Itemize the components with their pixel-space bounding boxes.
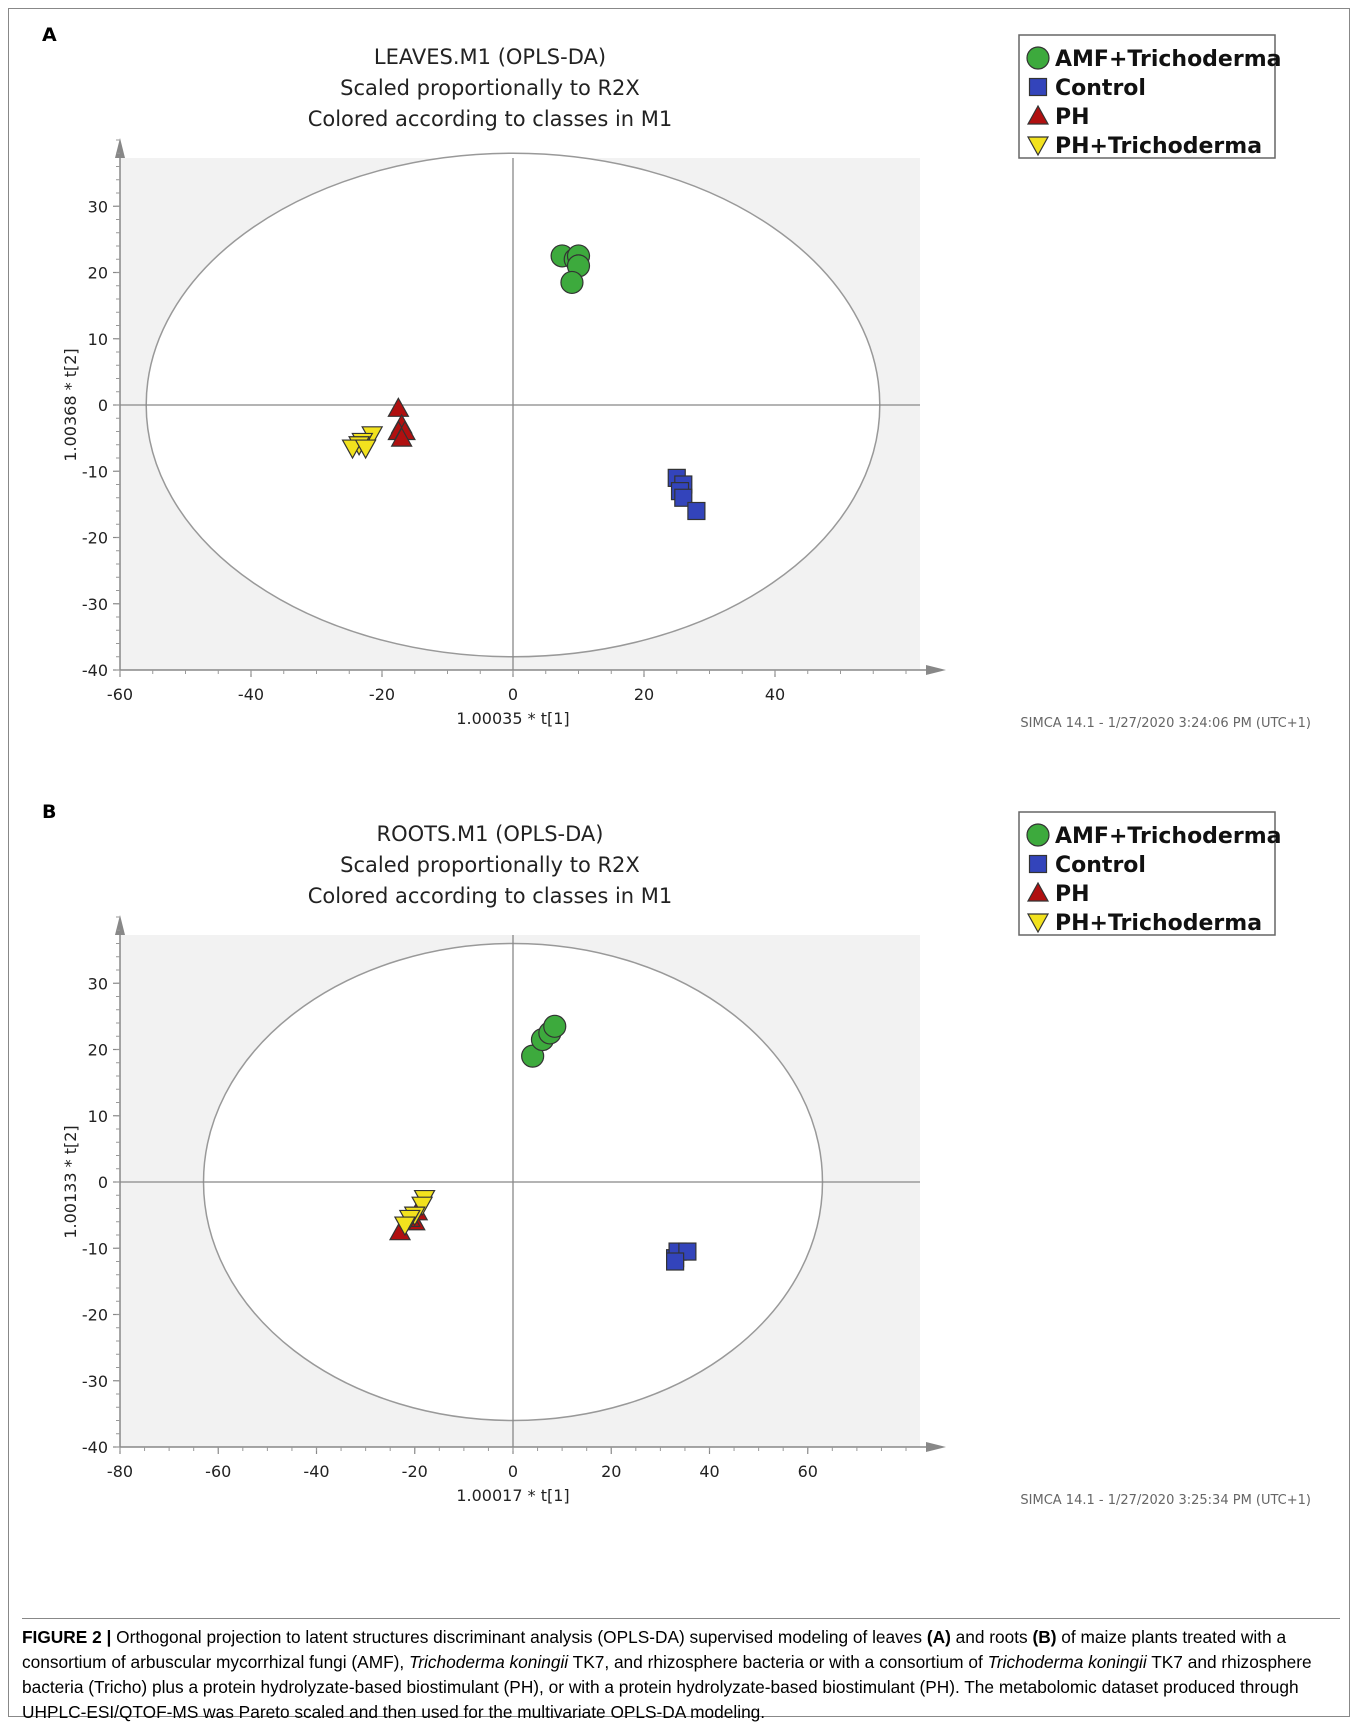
chart-b-y-tick-label: 30 [88, 974, 108, 993]
figure-frame [8, 8, 1350, 1717]
chart-a-legend-marker-ph [1026, 104, 1050, 125]
caption-text-4: TK7, and rhizosphere bacteria or with a … [568, 1652, 988, 1672]
caption-text-2: and roots [950, 1627, 1033, 1647]
chart-a-legend-marker-ph-trichoderma [1026, 136, 1050, 157]
panel-letter-b: B [42, 801, 57, 823]
chart-b-legend-marker-ph [1026, 881, 1050, 902]
chart-b-point-amf-trichoderma [543, 1014, 567, 1038]
chart-a-legend-label-amf-trichoderma: AMF+Trichoderma [1055, 47, 1281, 72]
chart-a-x-tick-label: 0 [508, 685, 518, 704]
chart-b-x-tick-label: -40 [303, 1462, 329, 1481]
chart-b-x-tick-label: -20 [402, 1462, 428, 1481]
chart-a-legend-label-ph-trichoderma: PH+Trichoderma [1055, 134, 1262, 159]
chart-b-y-tick-label: -30 [82, 1372, 108, 1391]
chart-a-x-tick-label: 40 [765, 685, 785, 704]
chart-a-legend-marker-amf-trichoderma [1026, 46, 1050, 70]
chart-b-y-tick-label: 20 [88, 1041, 108, 1060]
chart-a-point-ph [387, 397, 410, 417]
chart-b-y-tick-label: 10 [88, 1107, 108, 1126]
chart-a-legend-label-control: Control [1055, 76, 1146, 101]
chart-a-x-axis-arrow [926, 665, 946, 675]
chart-b-x-tick-label: 20 [601, 1462, 621, 1481]
chart-b-y-axis-label: 1.00133 * t[2] [61, 1125, 80, 1238]
chart-b-legend-label-ph-trichoderma: PH+Trichoderma [1055, 911, 1262, 936]
caption-text-3: of maize plants treated with a consortiu… [22, 1627, 1287, 1672]
chart-b-legend-marker-ph-trichoderma [1026, 913, 1050, 934]
chart-a-y-tick-label: 10 [88, 330, 108, 349]
chart-a-legend-marker-control [1028, 77, 1048, 97]
panel-letter-a: A [42, 24, 57, 46]
chart-b-x-axis-label: 1.00017 * t[1] [456, 1486, 569, 1505]
chart-a-simca-footer: SIMCA 14.1 - 1/27/2020 3:24:06 PM (UTC+1… [1020, 716, 1311, 731]
chart-b-y-tick-label: -10 [82, 1239, 108, 1258]
chart-a-title-line-3: Colored according to classes in M1 [308, 107, 673, 131]
chart-a-svg: LEAVES.M1 (OPLS-DA) Scaled proportionally… [61, 34, 1311, 731]
chart-b-x-tick-label: -80 [107, 1462, 133, 1481]
chart-b-legend-label-amf-trichoderma: AMF+Trichoderma [1055, 824, 1281, 849]
chart-a-x-tick-label: -60 [107, 685, 133, 704]
caption-label: FIGURE 2 | [22, 1627, 112, 1647]
chart-b-legend-label-control: Control [1055, 853, 1146, 878]
chart-a-x-tick-label: -20 [369, 685, 395, 704]
chart-a-y-tick-label: -20 [82, 529, 108, 548]
chart-b-x-tick-label: 40 [699, 1462, 719, 1481]
chart-b-legend-box [1018, 811, 1276, 936]
chart-b-title-line-1: ROOTS.M1 (OPLS-DA) [377, 822, 604, 846]
chart-b-svg: ROOTS.M1 (OPLS-DA) Scaled proportionally … [61, 811, 1311, 1508]
caption-ref-a: (A) [926, 1627, 951, 1647]
chart-a-point-amf-trichoderma [560, 270, 584, 295]
chart-a-y-tick-label: -40 [82, 661, 108, 680]
chart-b-title-line-3: Colored according to classes in M1 [308, 884, 673, 908]
chart-b-x-tick-label: 0 [508, 1462, 518, 1481]
chart-b-legend-marker-control [1028, 854, 1048, 874]
chart-a-title-line-2: Scaled proportionally to R2X [340, 76, 640, 100]
chart-b-y-axis-arrow [115, 915, 125, 935]
panel-b: B ROOTS.M1 (OPLS-DA) Scaled proportionall… [8, 795, 1350, 1575]
chart-a-point-ph-trichoderma [354, 439, 377, 460]
caption-text-1: Orthogonal projection to latent structur… [111, 1627, 927, 1647]
caption-text-5: TK7 and rhizosphere bacteria (Tricho) pl… [22, 1652, 1312, 1722]
chart-b-legend-marker-amf-trichoderma [1026, 823, 1050, 847]
chart-b-x-tick-label: 60 [798, 1462, 818, 1481]
chart-a-y-tick-label: -10 [82, 462, 108, 481]
chart-a-y-tick-label: 0 [98, 396, 108, 415]
chart-a-x-axis-label: 1.00035 * t[1] [456, 709, 569, 728]
chart-b-x-tick-label: -60 [205, 1462, 231, 1481]
chart-b-legend-label-ph: PH [1055, 882, 1090, 907]
chart-a-y-axis-label: 1.00368 * t[2] [61, 348, 80, 461]
chart-b-y-tick-label: -40 [82, 1438, 108, 1457]
caption-species-1: Trichoderma koningii [409, 1652, 569, 1672]
chart-a-x-tick-label: 20 [634, 685, 654, 704]
chart-a-y-tick-label: 30 [88, 197, 108, 216]
chart-a-y-axis-arrow [115, 138, 125, 158]
chart-b-x-axis-arrow [926, 1442, 946, 1452]
chart-a-x-tick-label: -40 [238, 685, 264, 704]
caption-ref-b: (B) [1032, 1627, 1057, 1647]
panel-a: A LEAVES.M1 (OPLS-DA) Scaled proportional… [8, 18, 1350, 798]
chart-a-title-line-1: LEAVES.M1 (OPLS-DA) [374, 45, 606, 69]
chart-b-simca-footer: SIMCA 14.1 - 1/27/2020 3:25:34 PM (UTC+1… [1020, 1493, 1311, 1508]
chart-b-point-ph-trichoderma [411, 1196, 434, 1217]
chart-b-title-line-2: Scaled proportionally to R2X [340, 853, 640, 877]
chart-a-point-ph [390, 426, 413, 447]
chart-a-legend-label-ph: PH [1055, 105, 1090, 130]
chart-b-point-control [666, 1252, 685, 1271]
chart-b-y-tick-label: -20 [82, 1306, 108, 1325]
figure-caption: FIGURE 2 | Orthogonal projection to late… [22, 1618, 1340, 1725]
chart-b-point-ph-trichoderma [393, 1216, 416, 1237]
chart-a-point-control [687, 501, 706, 521]
chart-a-legend-box [1018, 34, 1276, 159]
chart-a-y-tick-label: 20 [88, 264, 108, 283]
chart-a-y-tick-label: -30 [82, 595, 108, 614]
caption-species-2: Trichoderma koningii [987, 1652, 1147, 1672]
chart-b-y-tick-label: 0 [98, 1173, 108, 1192]
